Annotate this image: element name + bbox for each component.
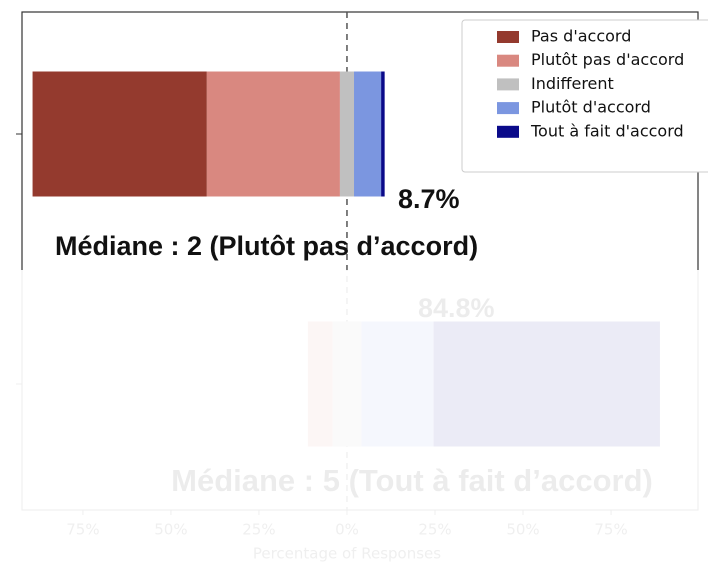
legend-label: Plutôt d'accord	[531, 98, 651, 117]
legend-label: Pas d'accord	[531, 27, 631, 46]
legend-label: Tout à fait d'accord	[530, 121, 684, 140]
legend-label: Indifferent	[531, 74, 614, 93]
bar-segment	[339, 71, 355, 197]
bar-segment	[32, 71, 207, 197]
annotation: Médiane : 2 (Plutôt pas d’accord)	[55, 231, 478, 261]
legend-swatch	[497, 31, 519, 43]
legend-label: Plutôt pas d'accord	[531, 50, 684, 69]
fade-overlay	[0, 270, 708, 570]
legend-swatch	[497, 125, 519, 138]
legend-swatch	[497, 102, 519, 115]
legend-swatch	[497, 78, 519, 91]
bar-segment	[206, 71, 340, 197]
legend-box	[461, 19, 708, 173]
bar-segment	[381, 71, 385, 197]
bar-segment	[354, 71, 382, 197]
legend-swatch	[497, 54, 519, 67]
annotation: 8.7%	[398, 184, 460, 214]
